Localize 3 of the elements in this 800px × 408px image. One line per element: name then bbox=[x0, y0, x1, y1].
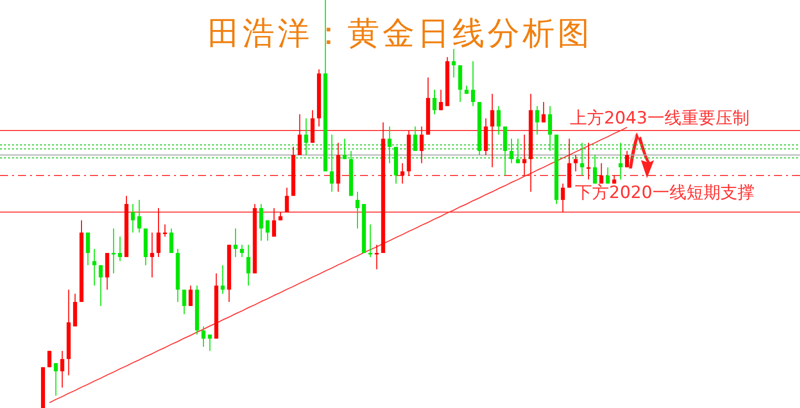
ref-line-label: 下方2020一线短期支撑 bbox=[575, 183, 754, 204]
text: 田浩洋：黄金日线分析图 bbox=[208, 14, 592, 52]
ref-line-label: 上方2043一线重要压制 bbox=[570, 108, 750, 129]
